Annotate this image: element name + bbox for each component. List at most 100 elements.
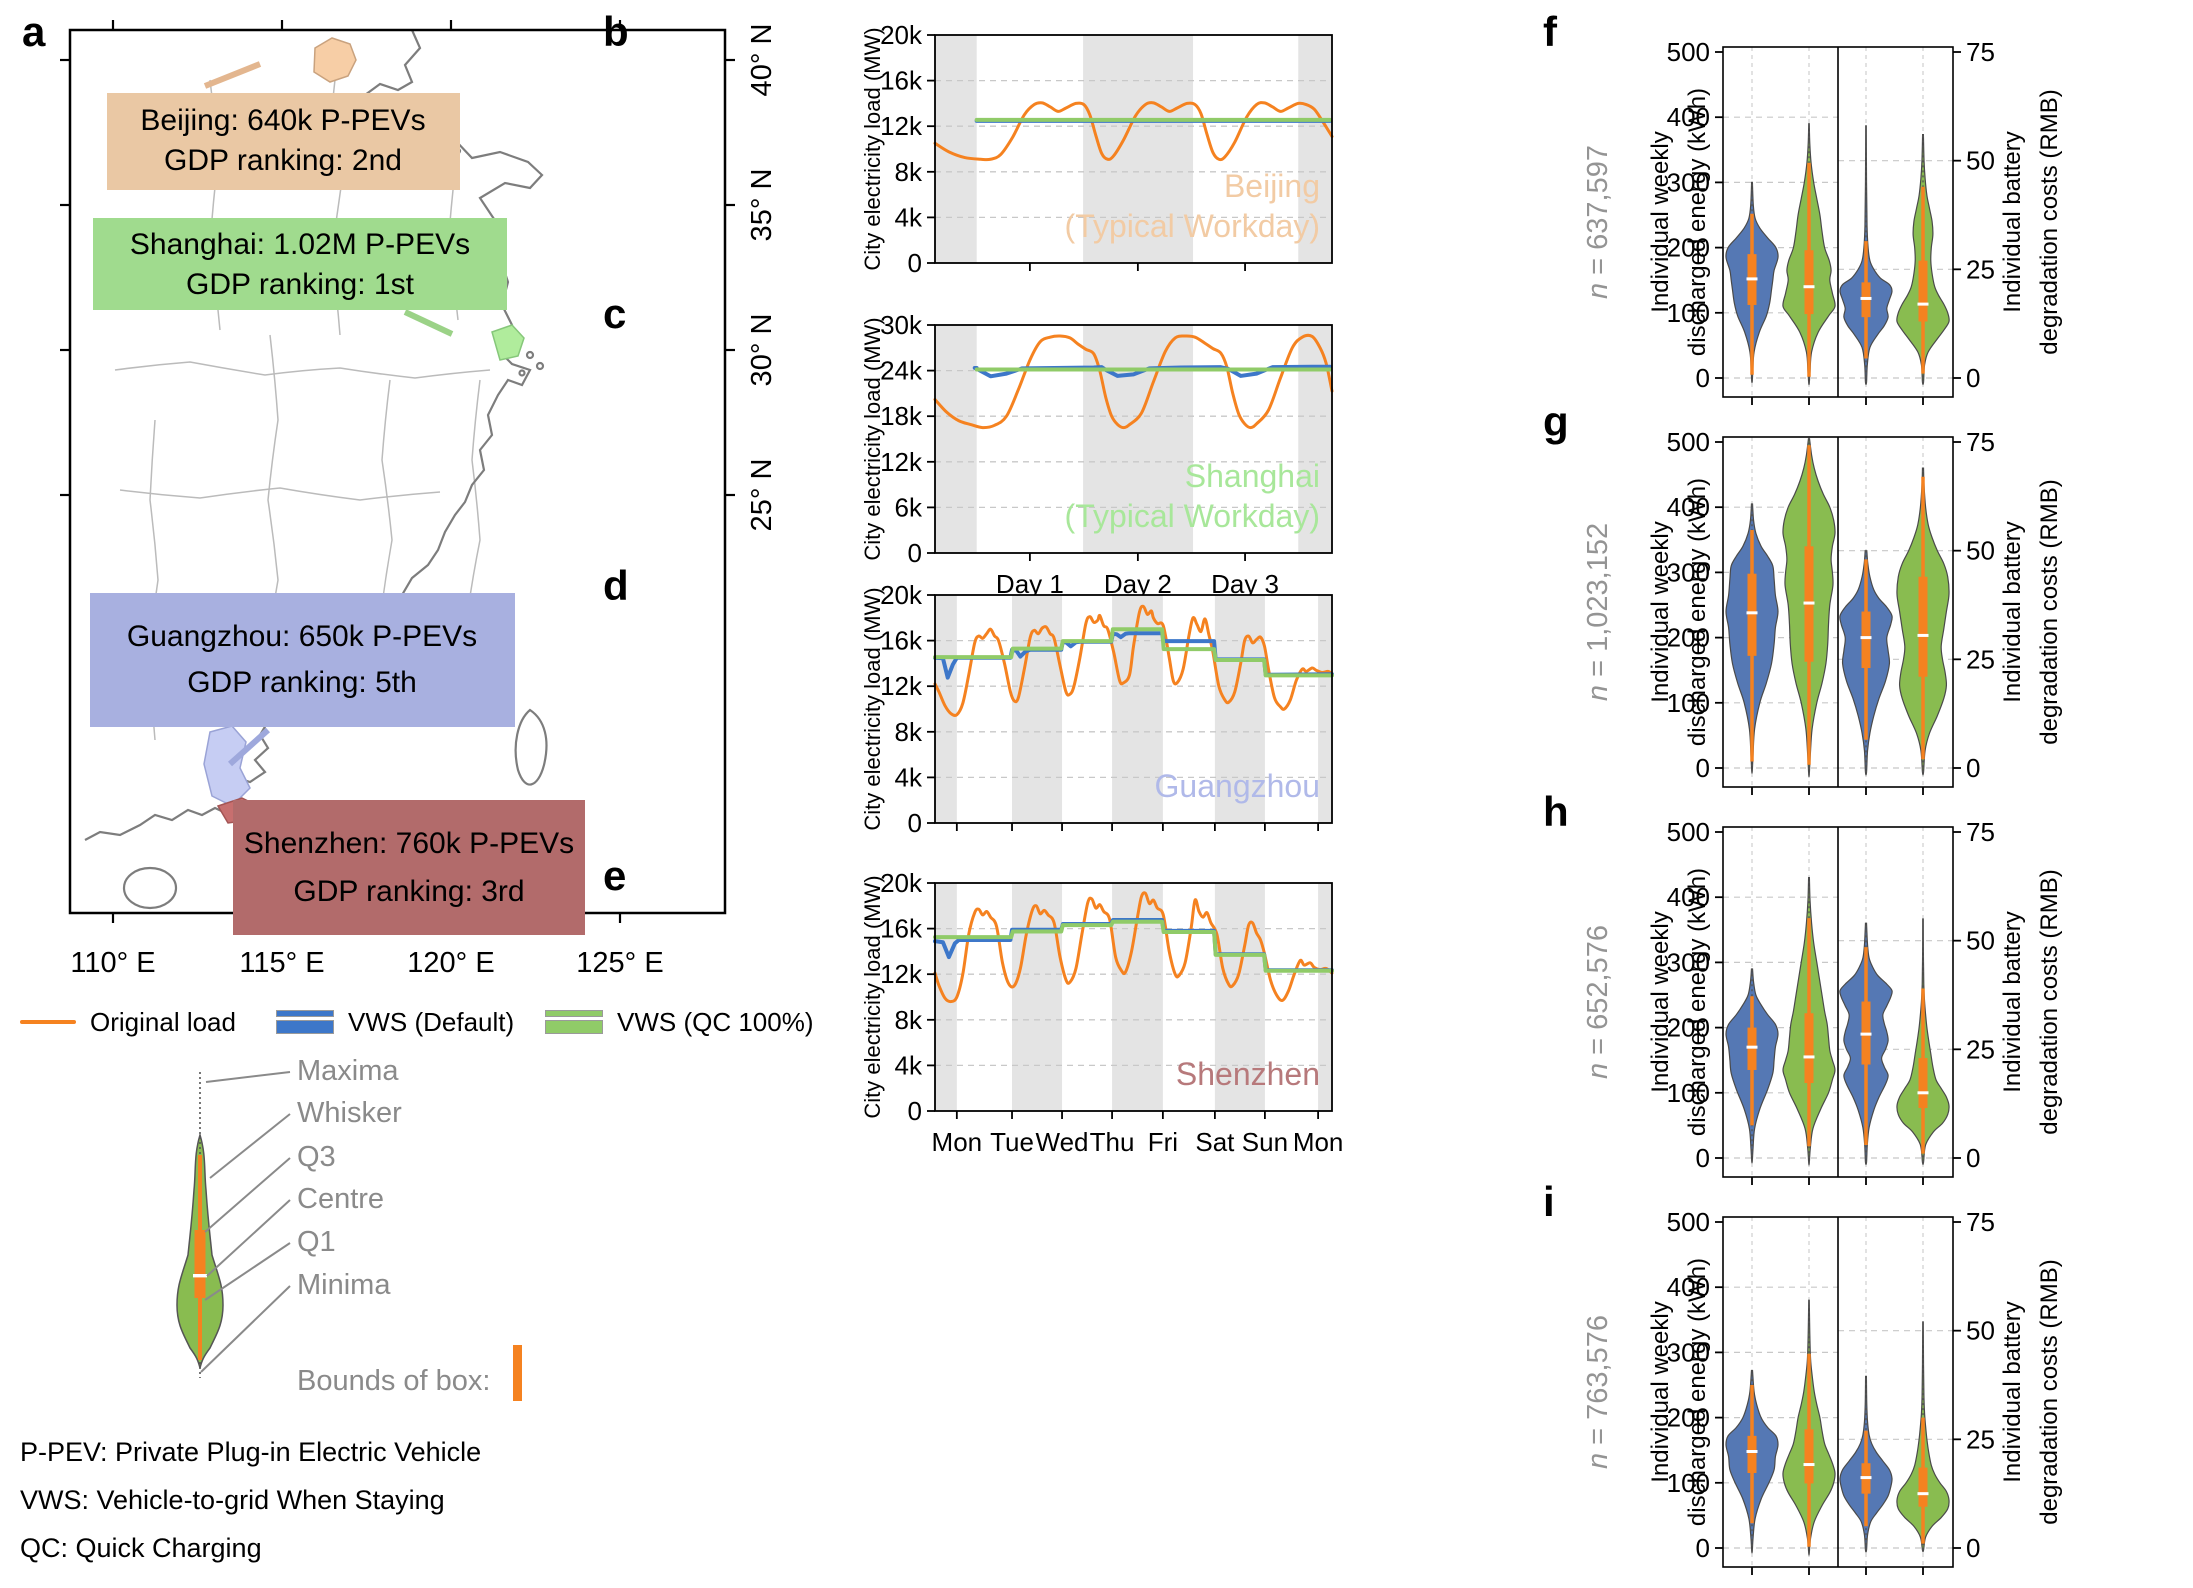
- city-box-beijing-line2: GDP ranking: 2nd: [164, 144, 402, 177]
- original-load-line-icon: [20, 1020, 76, 1024]
- y-tick-label: 6k: [895, 492, 923, 522]
- y-tick-label: 4k: [895, 762, 923, 792]
- y-tick-label: 4k: [895, 1050, 923, 1080]
- y-tick-label: 16k: [880, 914, 923, 944]
- legend-label-original-load: Original load: [90, 1006, 236, 1037]
- legend-label-vws-default: VWS (Default): [348, 1006, 515, 1037]
- city-box-beijing: Beijing: 640k P-PEVs GDP ranking: 2nd: [107, 93, 460, 190]
- x-tick-label: Day 3: [1211, 569, 1279, 599]
- series-original-load: [933, 333, 1334, 430]
- night-band: [1318, 595, 1332, 823]
- lon-label-110e: 110° E: [70, 947, 155, 979]
- y-tick-label: 8k: [895, 717, 923, 747]
- glossary-label-q3: Q3: [297, 1141, 336, 1173]
- glossary-label-q1: Q1: [297, 1226, 336, 1258]
- leader-guangzhou: [227, 727, 271, 767]
- right-tick-label: 75: [1966, 427, 1995, 457]
- panel-letter-g: g: [1543, 398, 1569, 445]
- x-tick-label: Mon: [1293, 1127, 1344, 1157]
- city-box-guangzhou-line1: Guangzhou: 650k P-PEVs: [127, 620, 477, 653]
- night-band: [1298, 35, 1332, 263]
- city-watermark: Guangzhou: [1155, 768, 1320, 804]
- right-tick-label: 75: [1966, 1207, 1995, 1237]
- right-tick-label: 25: [1966, 254, 1995, 284]
- city-box-guangzhou-line2: GDP ranking: 5th: [187, 666, 417, 699]
- glossary-label-whisker: Whisker: [297, 1097, 402, 1129]
- median-line: [1860, 636, 1872, 640]
- y-tick-label: 12k: [880, 959, 923, 989]
- night-band: [1214, 883, 1265, 1111]
- map-region-beijing: [313, 37, 357, 83]
- right-tick-label: 50: [1966, 146, 1995, 176]
- iqr-box: [1804, 1429, 1814, 1484]
- x-tick-label: Sat: [1195, 1127, 1235, 1157]
- glossary-median: [193, 1274, 207, 1278]
- y-tick-label: 4k: [895, 202, 923, 232]
- iqr-box: [1747, 1435, 1757, 1474]
- left-tick-label: 0: [1696, 1533, 1710, 1563]
- city-box-shenzhen: Shenzhen: 760k P-PEVs GDP ranking: 3rd: [233, 800, 585, 935]
- right-tick-label: 0: [1966, 1533, 1980, 1563]
- lat-label-35n: 35° N: [746, 169, 778, 242]
- city-watermark: Shanghai: [1185, 458, 1320, 494]
- right-tick-label: 25: [1966, 644, 1995, 674]
- y-tick-label: 12k: [880, 447, 923, 477]
- sample-size-label: n = 637,597: [1582, 145, 1614, 299]
- lat-label-30n: 30° N: [746, 314, 778, 387]
- x-tick-label: Fri: [1148, 1127, 1178, 1157]
- right-tick-label: 50: [1966, 536, 1995, 566]
- glossary-bounds-bar: [513, 1345, 522, 1401]
- city-box-shenzhen-line1: Shenzhen: 760k P-PEVs: [244, 827, 574, 860]
- left-tick-label: 400: [1667, 102, 1710, 132]
- right-axis-label: Individual battery: [1999, 521, 2026, 702]
- series-original-load: [933, 604, 1334, 717]
- lat-label-25n: 25° N: [746, 459, 778, 532]
- plot-border: [934, 882, 1333, 1112]
- right-axis-label: degradation costs (RMB): [2036, 479, 2063, 744]
- right-axis-label: degradation costs (RMB): [2036, 89, 2063, 354]
- right-tick-label: 50: [1966, 926, 1995, 956]
- right-tick-label: 0: [1966, 753, 1980, 783]
- right-axis-label: degradation costs (RMB): [2036, 1259, 2063, 1524]
- iqr-box: [1747, 1027, 1757, 1070]
- left-axis-label: discharged energy (kWh): [1684, 478, 1711, 746]
- violin-chart-guangzhou: 0 100 200 300 400 500 0 25 50 75 Individual weekly…: [1582, 817, 2063, 1185]
- panel-letter-d: d: [603, 562, 629, 609]
- median-line: [1917, 302, 1929, 306]
- glossary-label-bounds: Bounds of box:: [297, 1365, 490, 1397]
- sample-size-label: n = 763,576: [1582, 1315, 1614, 1469]
- y-tick-label: 8k: [895, 1005, 923, 1035]
- night-band: [1318, 883, 1332, 1111]
- sample-size-label: n = 652,576: [1582, 925, 1614, 1079]
- legend-item-vws-default: VWS (Default): [276, 1002, 514, 1042]
- plot-border: [934, 594, 1333, 824]
- right-axis-label: degradation costs (RMB): [2036, 869, 2063, 1134]
- left-tick-label: 500: [1667, 37, 1710, 67]
- right-tick-label: 0: [1966, 1143, 1980, 1173]
- city-watermark: (Typical Workday): [1065, 498, 1320, 534]
- x-tick-label: Mon: [932, 1127, 983, 1157]
- x-tick-label: Day 2: [1104, 569, 1172, 599]
- glossary-label-centre: Centre: [297, 1183, 384, 1215]
- right-axis-label: Individual battery: [1999, 911, 2026, 1092]
- y-tick-label: 20k: [880, 580, 923, 610]
- map-region-shanghai: [491, 324, 525, 361]
- left-tick-label: 400: [1667, 492, 1710, 522]
- city-watermark: (Typical Workday): [1065, 208, 1320, 244]
- city-box-shenzhen-line2: GDP ranking: 3rd: [293, 875, 524, 908]
- left-tick-label: 0: [1696, 753, 1710, 783]
- left-axis-label: discharged energy (kWh): [1684, 88, 1711, 356]
- panel-letter-b: b: [603, 8, 629, 55]
- x-tick-label: Day 1: [996, 569, 1064, 599]
- x-tick-label: Sun: [1242, 1127, 1288, 1157]
- china-map: Beijing: 640k P-PEVs GDP ranking: 2nd Sh…: [60, 20, 778, 979]
- violin-chart-beijing: 0 100 200 300 400 500 0 25 50 75 Individual weekly…: [1582, 37, 2063, 405]
- median-line: [1860, 1476, 1872, 1480]
- y-axis-label: City electricity load (MW): [860, 875, 885, 1118]
- panel-letter-e: e: [603, 852, 627, 899]
- y-axis-label: City electricity load (MW): [860, 587, 885, 830]
- left-tick-label: 500: [1667, 817, 1710, 847]
- left-axis-label: discharged energy (kWh): [1684, 1258, 1711, 1526]
- iqr-box: [1804, 250, 1814, 315]
